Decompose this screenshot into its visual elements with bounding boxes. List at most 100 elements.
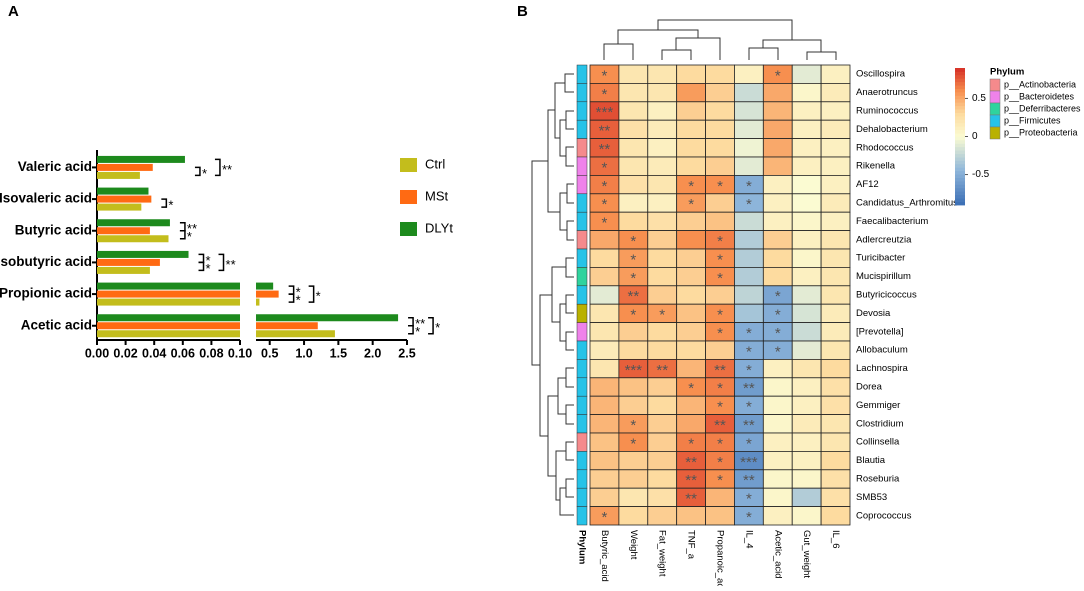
heatmap-cell (820, 248, 851, 268)
bar (97, 235, 169, 243)
significance-bracket (288, 285, 295, 295)
row-label: AF12 (856, 179, 879, 190)
significance-label: * (746, 196, 752, 213)
heatmap-cell (762, 248, 793, 268)
colorbar-step (955, 115, 965, 120)
significance-label: * (717, 454, 723, 471)
heatmap-cell (676, 395, 706, 416)
heatmap-cell (791, 395, 822, 416)
colorbar-step (955, 139, 965, 144)
row-label: Ruminococcus (856, 106, 919, 117)
heatmap-cell (647, 395, 678, 416)
significance-label: ** (222, 162, 232, 177)
heatmap-cell (734, 156, 764, 176)
heatmap-cell (647, 266, 678, 287)
colorbar-step (955, 150, 965, 155)
heatmap-cell (762, 377, 793, 397)
significance-label: ** (656, 362, 668, 379)
colorbar-step (955, 160, 965, 165)
significance-bracket (218, 253, 225, 272)
colorbar-step (955, 157, 965, 161)
heatmap-cell (705, 101, 735, 121)
legend-label: DLYt (425, 220, 453, 235)
phylum-cell (576, 432, 588, 452)
significance-label: * (746, 362, 752, 379)
heatmap-cell (647, 285, 678, 305)
phylum-cell (576, 193, 588, 213)
significance-label: * (630, 435, 636, 452)
colorbar-step (955, 126, 965, 131)
heatmap-cell (734, 101, 764, 121)
significance-label: * (602, 86, 608, 103)
heatmap-cell (647, 156, 678, 176)
heatmap-cell (705, 83, 735, 103)
legend-swatch (989, 102, 1001, 116)
legend-label: p__Deferribacteres (1004, 103, 1081, 113)
significance-label: ** (685, 454, 697, 471)
heatmap-cell (762, 101, 793, 121)
heatmap-cell (820, 414, 851, 434)
phylum-cell (576, 285, 588, 305)
significance-bracket (161, 198, 168, 208)
x-tick-label: 1.0 (295, 346, 312, 360)
heatmap-cell (676, 285, 706, 305)
heatmap-cell (762, 414, 793, 434)
colorbar-step (955, 146, 965, 151)
significance-label: * (602, 509, 608, 526)
bar (97, 298, 240, 306)
heatmap-cell (705, 119, 735, 139)
heatmap-cell (618, 101, 649, 121)
colorbar-step (955, 143, 965, 148)
colorbar-step (955, 105, 965, 110)
legend-swatch (989, 126, 1001, 140)
heatmap-cell (762, 156, 793, 176)
colorbar-step (955, 109, 965, 113)
heatmap-cell (589, 414, 620, 434)
significance-label: * (746, 509, 752, 526)
bar (97, 203, 142, 211)
significance-label: * (202, 166, 207, 181)
heatmap-cell (820, 119, 851, 139)
significance-label: * (187, 229, 192, 244)
row-label: Oscillospira (856, 69, 906, 80)
heatmap-cell (647, 506, 678, 526)
row-label: Candidatus_Arthromitus (856, 198, 958, 209)
significance-label: * (316, 289, 321, 304)
heatmap-cell (820, 358, 851, 379)
significance-label: ** (187, 221, 197, 236)
heatmap-cell (791, 174, 822, 195)
heatmap-cell (589, 303, 620, 324)
heatmap-cell (676, 211, 706, 231)
heatmap-cell (762, 395, 793, 416)
heatmap-cell (734, 83, 764, 103)
heatmap-cell (762, 487, 793, 508)
legend-title: Phylum (990, 67, 1024, 78)
heatmap-cell (791, 506, 822, 526)
colorbar-step (955, 78, 965, 83)
significance-label: ** (685, 472, 697, 489)
significance-label: * (602, 215, 608, 232)
legend-label: p__Actinobacteria (1004, 79, 1076, 89)
colorbar-step (955, 95, 965, 100)
heatmap-cell (589, 230, 620, 250)
heatmap-cell (762, 83, 793, 103)
heatmap-cell (676, 64, 706, 84)
heatmap-cell (676, 414, 706, 434)
heatmap-cell (791, 193, 822, 213)
row-label: Turicibacter (856, 253, 905, 264)
significance-label: *** (740, 454, 758, 471)
significance-label: ** (714, 417, 726, 434)
y-tick-label: Isobutyric acid (0, 254, 92, 269)
heatmap-cell (589, 432, 620, 452)
heatmap-cell (820, 432, 851, 452)
heatmap-cell (676, 506, 706, 526)
phylum-cell (576, 119, 588, 139)
heatmap-cell (705, 285, 735, 305)
heatmap-cell (734, 138, 764, 158)
bar (97, 155, 185, 163)
heatmap-cell (618, 377, 649, 397)
significance-bracket (179, 230, 186, 240)
bar (256, 322, 318, 330)
significance-label: * (688, 196, 694, 213)
significance-label: * (659, 307, 665, 324)
